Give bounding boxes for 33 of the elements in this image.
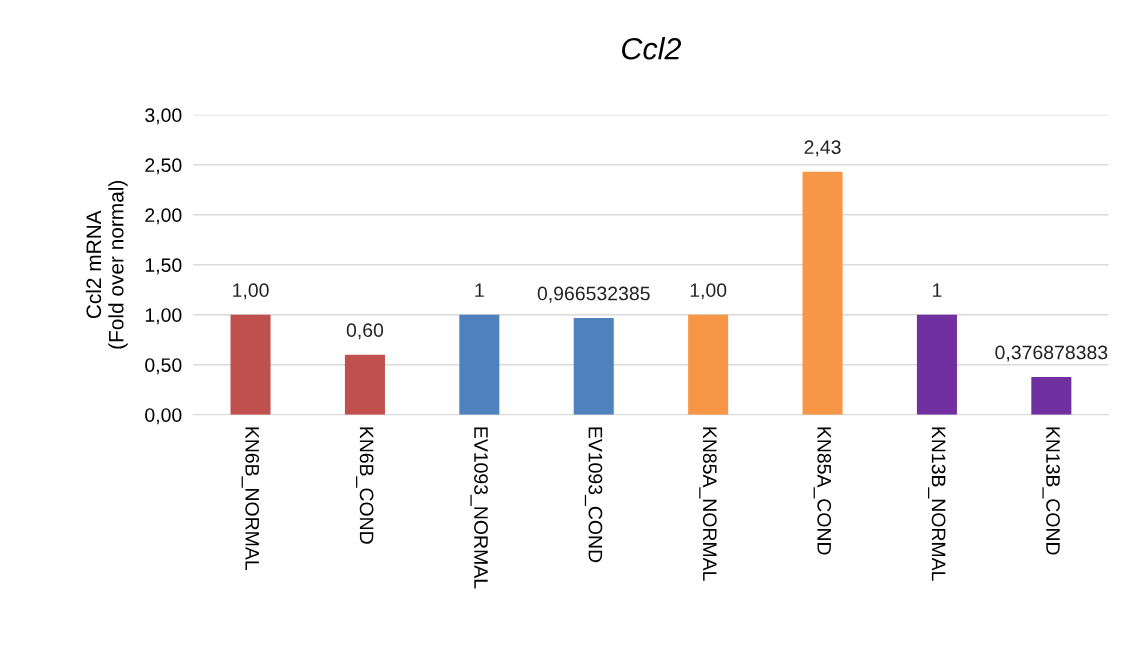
x-tick-label: EV1093_COND xyxy=(584,427,603,563)
bar xyxy=(802,171,843,415)
x-tick-label: EV1093_NORMAL xyxy=(470,427,488,589)
x-tick-label: KN6B_NORMAL xyxy=(241,427,260,570)
data-label: 0,376878383 xyxy=(995,345,1108,362)
y-axis-title: Ccl2 mRNA (Fold over normal) xyxy=(85,180,128,349)
x-tick-label: KN13B_COND xyxy=(1042,427,1060,555)
y-tick-label: 1,50 xyxy=(145,258,182,275)
y-tick-label: 3,00 xyxy=(145,108,182,125)
bar xyxy=(573,318,614,415)
bar xyxy=(1031,377,1072,415)
data-label: 1 xyxy=(475,283,484,297)
data-label: 1,00 xyxy=(233,283,269,300)
bar xyxy=(230,314,271,415)
data-label: 1,00 xyxy=(690,283,727,300)
y-tick-label: 0,00 xyxy=(145,408,182,425)
data-label: 1 xyxy=(933,283,942,297)
bar xyxy=(459,314,500,415)
data-label: 2,43 xyxy=(804,140,841,157)
data-label: 0,60 xyxy=(346,323,384,340)
y-tick-label: 0,50 xyxy=(145,358,182,375)
x-tick-label: KN13B_NORMAL xyxy=(928,427,946,581)
y-tick-label: 2,00 xyxy=(145,208,182,225)
bar xyxy=(688,314,729,415)
data-label: 0,966532385 xyxy=(537,286,650,303)
chart-title: Ccl2 xyxy=(622,37,682,60)
bar xyxy=(916,314,957,415)
y-tick-label: 1,00 xyxy=(145,308,182,325)
y-tick-label: 2,50 xyxy=(145,158,182,175)
x-tick-label: KN85A_NORMAL xyxy=(699,427,717,581)
x-tick-label: KN6B_COND xyxy=(356,427,374,544)
bar xyxy=(344,354,385,415)
x-tick-label: KN85A_COND xyxy=(813,427,832,555)
